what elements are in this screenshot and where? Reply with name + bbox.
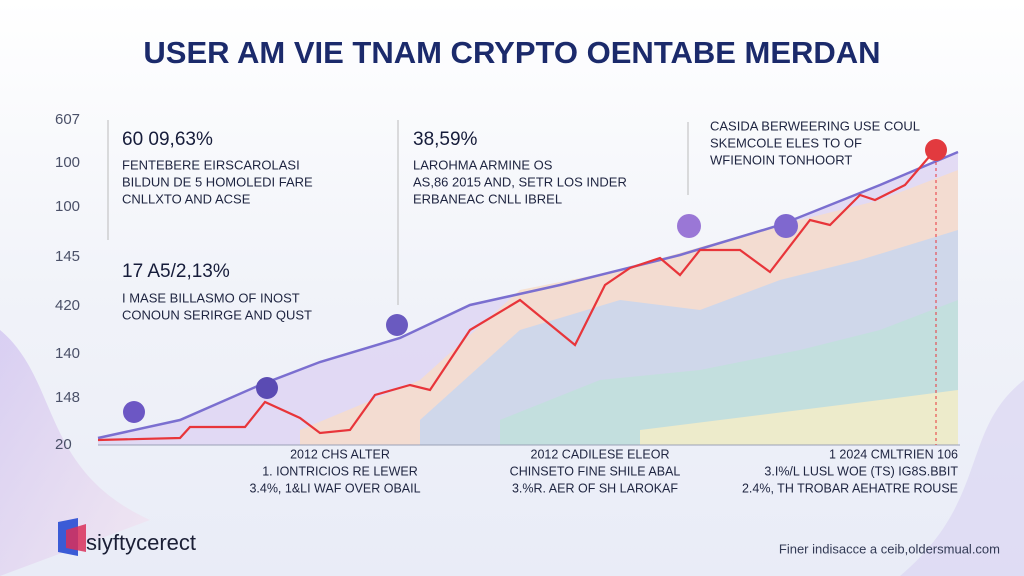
area	[640, 390, 958, 445]
note-text: CHINSETO FINE SHILE ABAL	[510, 464, 681, 478]
logo: siyftycerect	[58, 518, 196, 556]
y-label: 20	[55, 436, 72, 453]
y-label: 100	[55, 198, 80, 215]
note-text: 3.4%, 1&LI WAF OVER OBAIL	[249, 481, 420, 495]
annotation-text: AS,86 2015 AND, SETR LOS INDER	[413, 174, 627, 189]
bottom-note: 1 2024 CMLTRIEN 106 3.I%/L LUSL WOE (TS)…	[742, 447, 958, 495]
y-label: 145	[55, 248, 80, 265]
annotation-text: I MASE BILLASMO OF INOST	[122, 290, 300, 305]
line	[97, 150, 959, 440]
annotation-text: CNLLXTO AND ACSE	[122, 191, 251, 206]
decor-wave	[900, 380, 1024, 576]
icon	[386, 314, 408, 336]
annotation-text: CONOUN SERIRGE AND QUST	[122, 307, 312, 322]
annotation: CASIDA BERWEERING USE COUL SKEMCOLE ELES…	[710, 118, 920, 167]
annotation-value: 17 A5/2,13%	[122, 261, 230, 282]
note-text: 3.I%/L LUSL WOE (TS) IG8S.BBIT	[764, 464, 958, 478]
y-labels: 607 100 100 145 420 140 148 20	[55, 111, 80, 453]
note-text: 2.4%, TH TROBAR AEHATRE ROUSE	[742, 481, 958, 495]
note-text: 1 2024 CMLTRIEN 106	[829, 447, 958, 461]
annotation-text: LAROHMA ARMINE OS	[413, 157, 553, 172]
icon	[123, 401, 145, 423]
logo-text: siyftycerect	[86, 530, 196, 555]
decor-wave	[0, 330, 150, 576]
icon	[774, 214, 798, 238]
annotation-text: SKEMCOLE ELES TO OF	[710, 135, 862, 150]
y-label: 140	[55, 345, 80, 362]
y-label: 100	[55, 154, 80, 171]
icon	[925, 139, 947, 161]
icon	[677, 214, 701, 238]
bottom-note: 2012 CHS ALTER 1. IONTRICIOS RE LEWER 3.…	[249, 447, 420, 495]
annotation-text: WFIENOIN TONHOORT	[710, 152, 852, 167]
chart-graphic	[97, 120, 960, 446]
annotation-value: 60 09,63%	[122, 129, 213, 150]
annotation-text: CASIDA BERWEERING USE COUL	[710, 118, 920, 133]
note-text: 3.%R. AER OF SH LAROKAF	[512, 481, 678, 495]
annotation-text: ERBANEAC CNLL IBREL	[413, 191, 562, 206]
annotation: 38,59% LAROHMA ARMINE OS AS,86 2015 AND,…	[413, 129, 627, 206]
title: USER AM VIE TNAM CRYPTO OENTABE MERDAN	[143, 35, 880, 70]
icon	[256, 377, 278, 399]
annotation: 60 09,63% FENTEBERE EIRSCAROLASI BILDUN …	[122, 129, 313, 206]
annotation-text: FENTEBERE EIRSCAROLASI	[122, 157, 300, 172]
y-label: 148	[55, 389, 80, 406]
annotation-value: 38,59%	[413, 129, 478, 150]
logo-mark	[66, 524, 86, 552]
bottom-note: 2012 CADILESE ELEOR CHINSETO FINE SHILE …	[510, 447, 681, 495]
y-label: 607	[55, 111, 80, 128]
annotation: 17 A5/2,13% I MASE BILLASMO OF INOST CON…	[122, 261, 312, 322]
note-text: 2012 CHS ALTER	[290, 447, 390, 461]
footer: Finer indisacce a ceib,oldersmual.com	[779, 541, 1000, 556]
note-text: 1. IONTRICIOS RE LEWER	[262, 464, 418, 478]
line	[97, 149, 936, 442]
annotation-text: BILDUN DE 5 HOMOLEDI FARE	[122, 174, 313, 189]
y-label: 420	[55, 297, 80, 314]
note-text: 2012 CADILESE ELEOR	[531, 447, 670, 461]
